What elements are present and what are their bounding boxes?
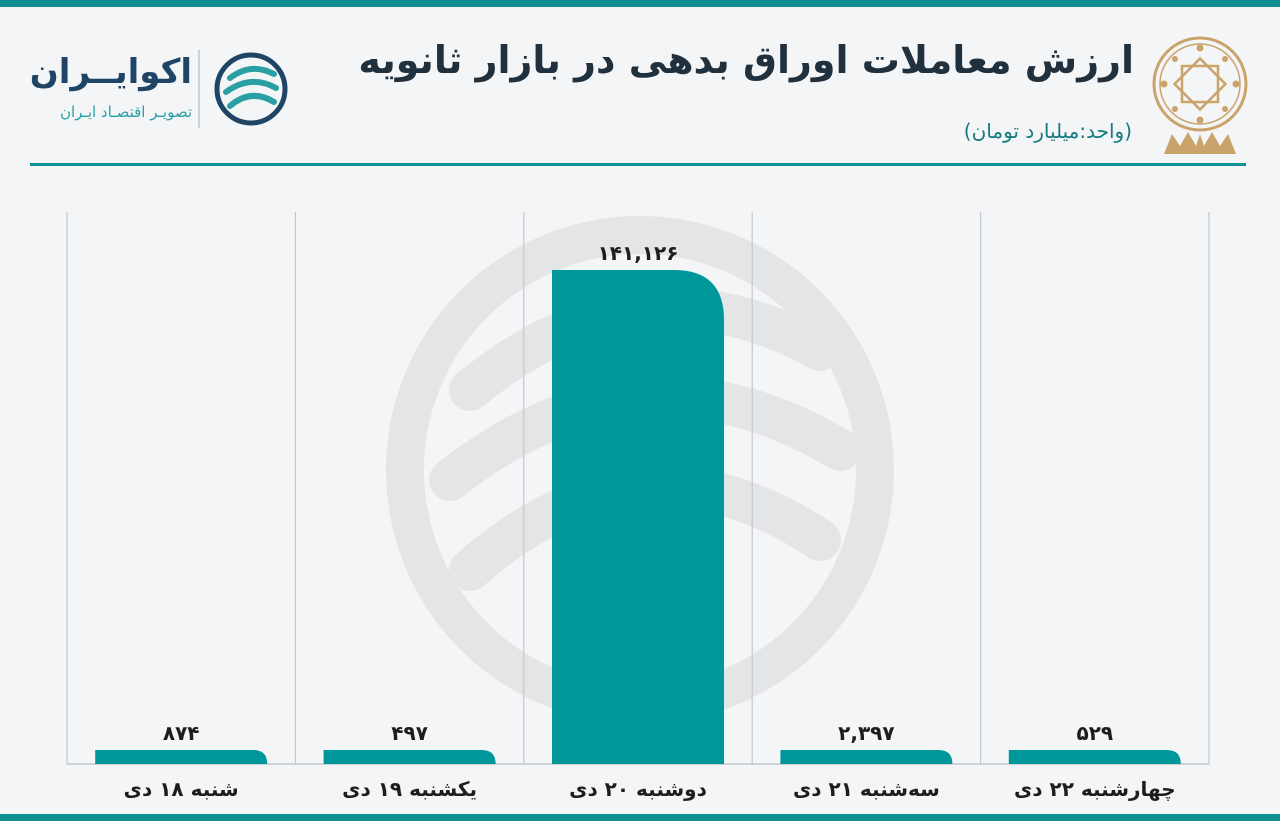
value-label: ۲,۳۹۷ bbox=[838, 721, 894, 745]
category-label: شنبه ۱۸ دی bbox=[124, 777, 239, 801]
chart-title: ارزش معاملات اوراق بدهی در بازار ثانویه bbox=[358, 38, 1134, 82]
value-label: ۸۷۴ bbox=[163, 721, 200, 745]
category-label: سه‌شنبه ۲۱ دی bbox=[793, 777, 940, 801]
ecoiran-logo-icon bbox=[214, 52, 288, 126]
bars-group bbox=[95, 270, 1181, 764]
top-accent-bar bbox=[0, 0, 1280, 7]
category-label: دوشنبه ۲۰ دی bbox=[569, 777, 707, 801]
bar bbox=[323, 750, 496, 764]
header-divider bbox=[30, 163, 1246, 166]
bar bbox=[780, 750, 953, 764]
category-labels-group: شنبه ۱۸ دی یکشنبه ۱۹ دی دوشنبه ۲۰ دی سه‌شنب… bbox=[124, 777, 1176, 802]
value-label: ۴۹۷ bbox=[391, 721, 428, 745]
brand-name: اکوایــران bbox=[29, 52, 192, 92]
bar bbox=[552, 270, 724, 764]
category-label: یکشنبه ۱۹ دی bbox=[342, 777, 477, 801]
bottom-accent-bar bbox=[0, 814, 1280, 821]
bar bbox=[1008, 750, 1181, 764]
value-label: ۱۴۱,۱۲۶ bbox=[598, 241, 679, 265]
value-labels-group: ۸۷۴ ۴۹۷ ۱۴۱,۱۲۶ ۲,۳۹۷ ۵۲۹ bbox=[163, 241, 1113, 745]
brand-tagline: تصویـر اقتصـاد ایـران bbox=[59, 103, 192, 121]
value-label: ۵۲۹ bbox=[1076, 721, 1113, 745]
exchange-emblem-icon bbox=[1152, 36, 1248, 154]
category-label: چهارشنبه ۲۲ دی bbox=[1014, 777, 1176, 802]
chart-unit-subtitle: (واحد:میلیارد تومان) bbox=[963, 119, 1132, 143]
brand-divider bbox=[198, 50, 200, 128]
bar bbox=[95, 750, 268, 764]
